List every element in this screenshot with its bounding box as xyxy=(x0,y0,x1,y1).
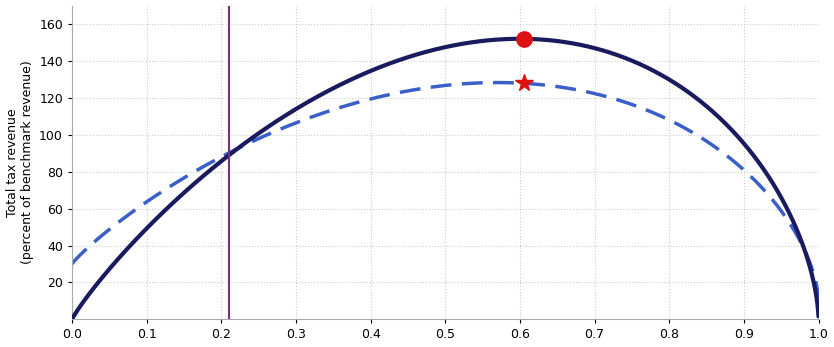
Y-axis label: Total tax revenue
(percent of benchmark revenue): Total tax revenue (percent of benchmark … xyxy=(6,61,33,264)
